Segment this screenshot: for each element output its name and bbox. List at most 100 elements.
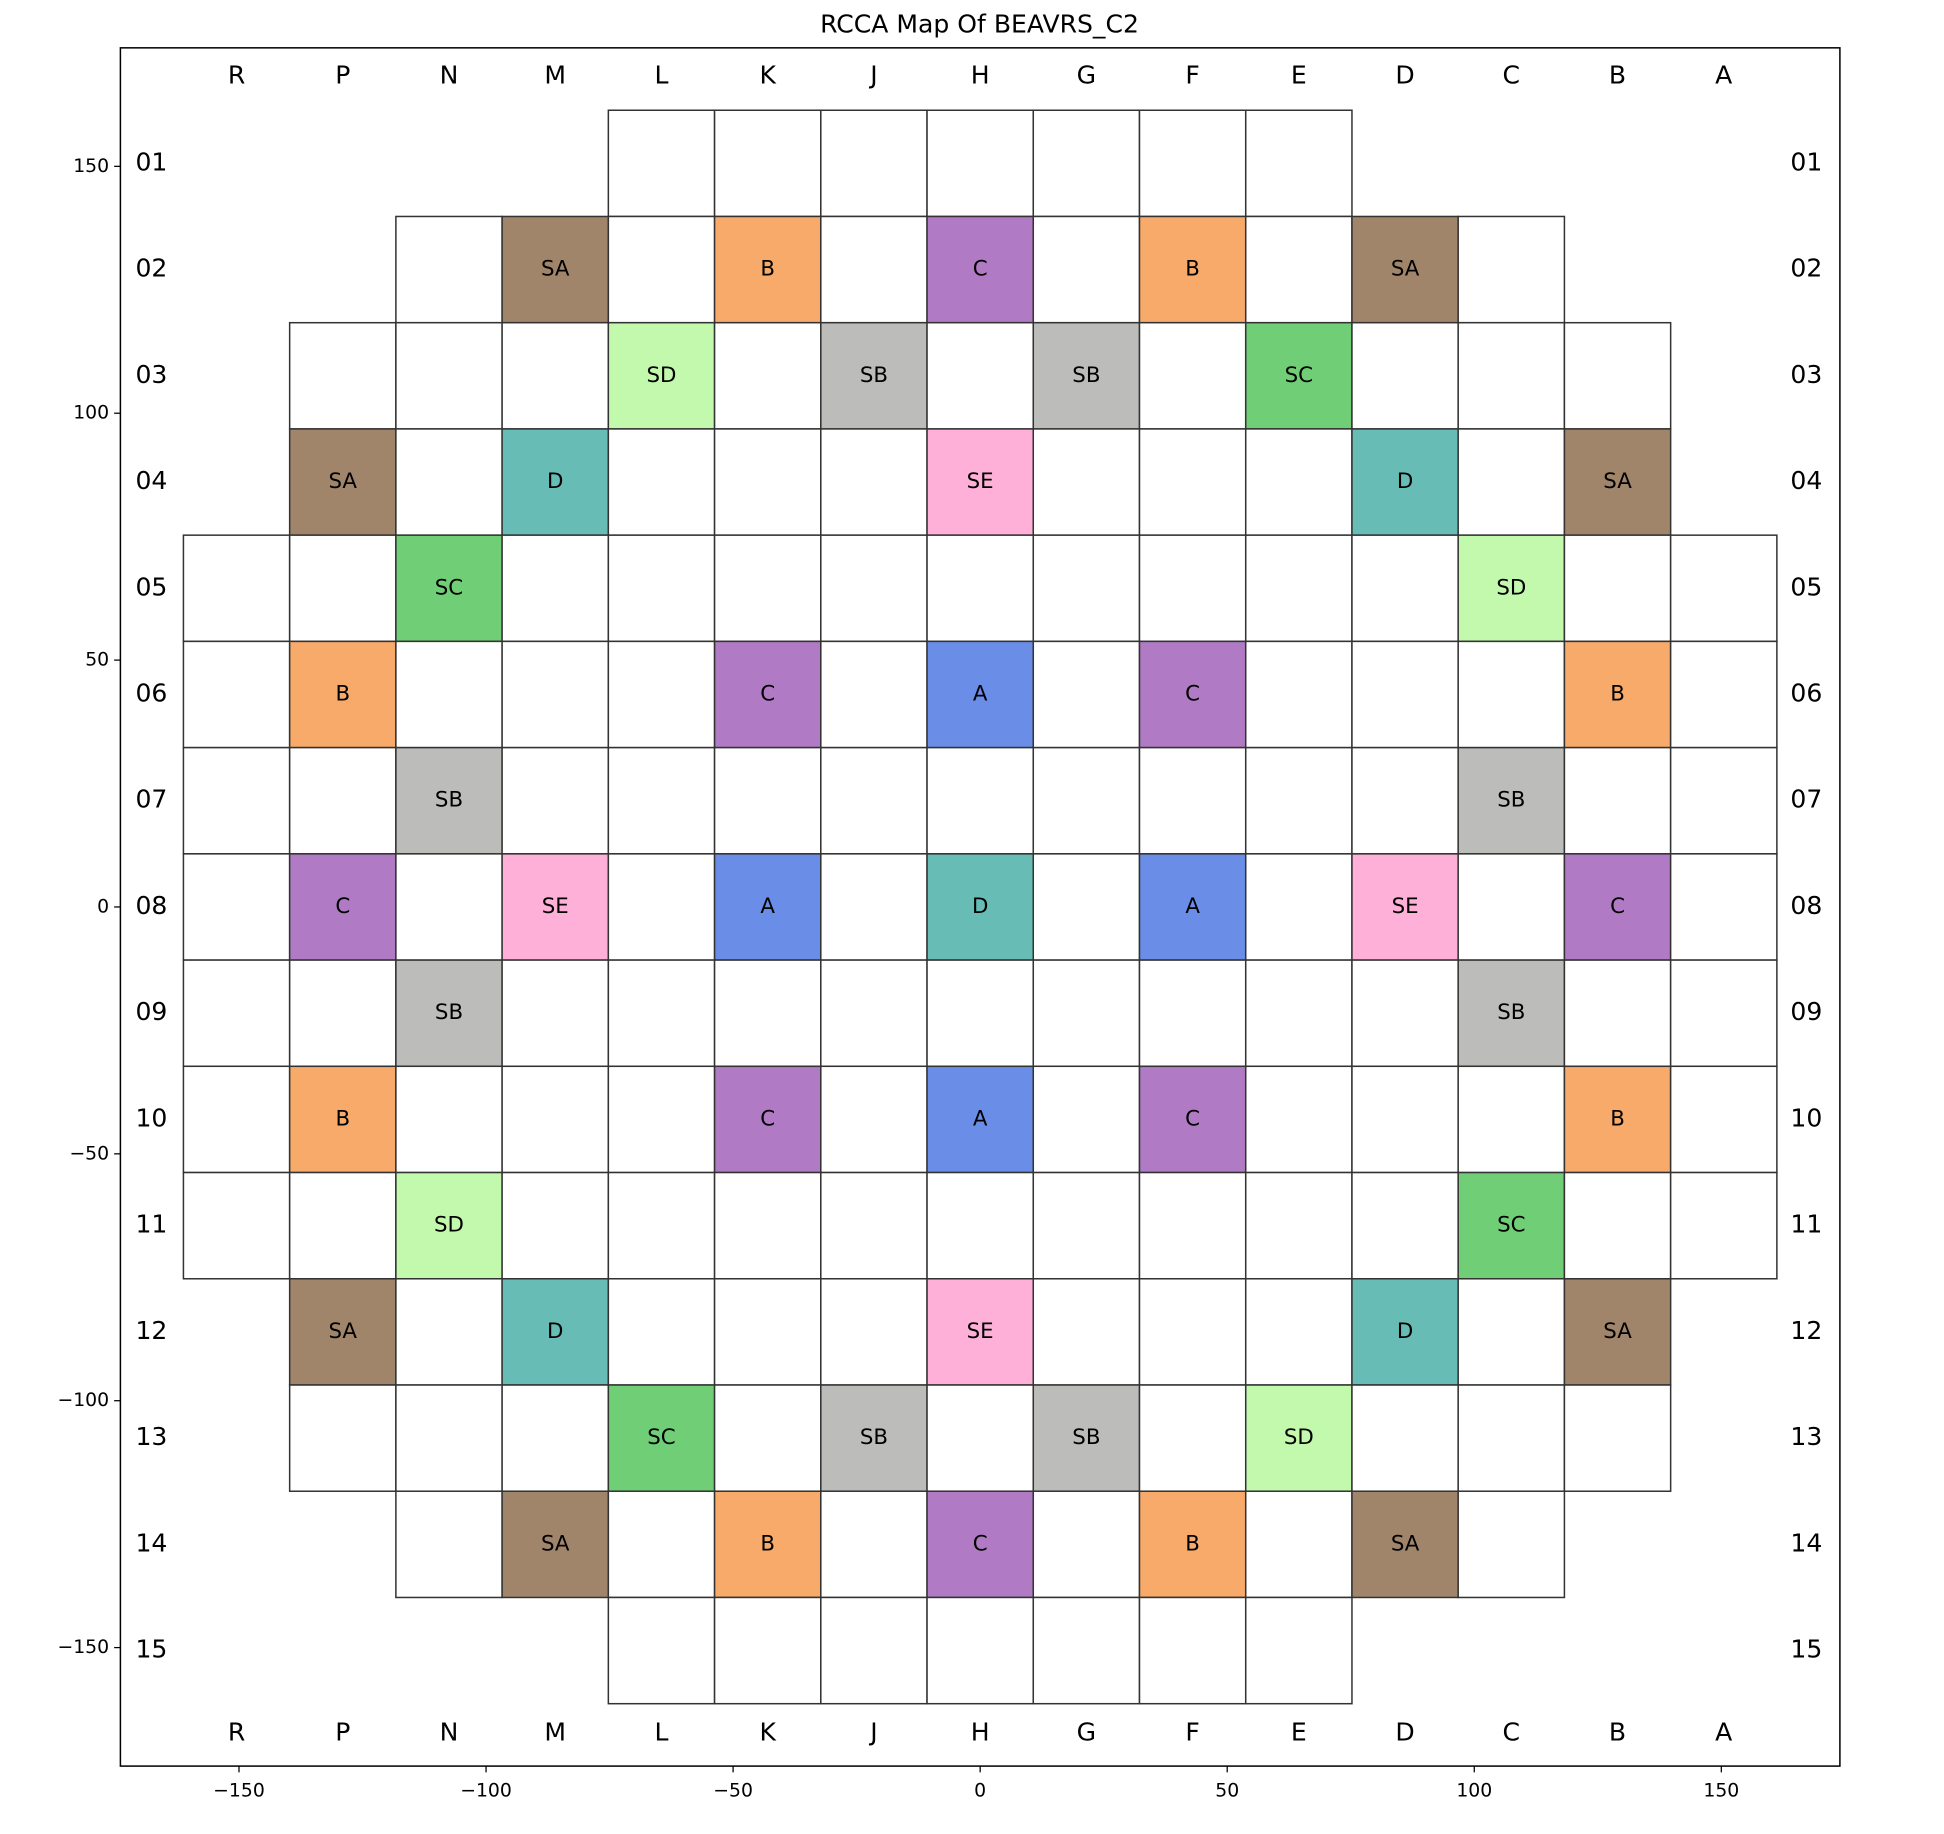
rcca-cell [1457, 534, 1566, 643]
assembly-cell [1032, 1278, 1141, 1386]
column-label: M [544, 1717, 566, 1746]
assembly-cell [926, 959, 1035, 1068]
assembly-cell [926, 109, 1035, 218]
bank-label: SB [860, 1425, 888, 1450]
bank-label: SD [434, 1213, 464, 1238]
assembly-cell [1244, 959, 1353, 1068]
bank-label: A [760, 894, 775, 919]
assembly-cell [1563, 321, 1672, 430]
row-label: 09 [1790, 997, 1822, 1026]
assembly-cell [182, 1065, 291, 1174]
bank-label: D [547, 469, 563, 494]
assembly-cell [1563, 959, 1672, 1068]
assembly-cell [182, 1171, 291, 1280]
rcca-cell [501, 215, 610, 324]
assembly-cell [713, 1596, 822, 1705]
assembly-cell [820, 959, 928, 1068]
assembly-cell [1244, 215, 1353, 324]
assembly-cell [820, 428, 928, 536]
bank-label: SE [542, 894, 569, 919]
column-label: F [1185, 61, 1199, 90]
assembly-cell [395, 1490, 503, 1599]
assembly-cell [1563, 1171, 1672, 1280]
assembly-cell [501, 1171, 610, 1280]
bank-label: C [760, 682, 775, 707]
rcca-cell [820, 1384, 928, 1492]
row-label: 02 [1790, 254, 1822, 283]
row-label: 01 [1790, 147, 1822, 176]
assembly-cell [820, 109, 928, 218]
row-label: 07 [135, 785, 167, 814]
assembly-cell [395, 1384, 503, 1492]
bank-label: SC [1497, 1213, 1525, 1238]
row-label: 06 [135, 679, 167, 708]
assembly-cell [1457, 321, 1566, 430]
assembly-cell [1457, 1384, 1566, 1492]
assembly-cell [1138, 1278, 1247, 1386]
rcca-cell [1138, 1490, 1247, 1599]
bank-label: C [1185, 682, 1200, 707]
column-label: A [1715, 61, 1732, 90]
row-label: 03 [135, 360, 167, 389]
bank-label: B [1610, 682, 1625, 707]
rcca-cell [1457, 1171, 1566, 1280]
column-label: R [228, 1717, 245, 1746]
assembly-cell [1457, 215, 1566, 324]
assembly-cell [501, 1384, 610, 1492]
rcca-cell [1351, 428, 1459, 536]
assembly-cell [926, 1596, 1035, 1705]
assembly-cell [1244, 746, 1353, 855]
bank-label: SB [1072, 363, 1100, 388]
assembly-cell [1457, 1065, 1566, 1174]
bank-label: B [1185, 257, 1200, 282]
bank-label: C [973, 1531, 988, 1556]
assembly-cell [501, 321, 610, 430]
assembly-cell [1351, 746, 1459, 855]
assembly-cell [1351, 959, 1459, 1068]
assembly-cell [820, 640, 928, 749]
assembly-cell [1244, 1490, 1353, 1599]
row-label: 10 [135, 1103, 167, 1132]
assembly-cell [1669, 640, 1778, 749]
assembly-cell [395, 853, 503, 961]
rcca-cell [713, 640, 822, 749]
assembly-cell [1244, 109, 1353, 218]
y-tick-label: −150 [57, 1637, 109, 1658]
assembly-cell [1032, 1065, 1141, 1174]
assembly-cell [288, 746, 397, 855]
rcca-cell [607, 1384, 716, 1492]
assembly-cell [607, 215, 716, 324]
assembly-cell [1032, 1171, 1141, 1280]
assembly-cell [1032, 215, 1141, 324]
assembly-cell [182, 746, 291, 855]
row-label: 13 [1790, 1422, 1822, 1451]
bank-label: SD [1496, 575, 1526, 600]
assembly-cell [395, 1278, 503, 1386]
assembly-cell [1244, 1171, 1353, 1280]
row-label: 10 [1790, 1103, 1822, 1132]
y-tick-label: −50 [69, 1143, 109, 1164]
assembly-cell [1032, 853, 1141, 961]
assembly-cell [1669, 959, 1778, 1068]
bank-label: SA [1391, 1531, 1420, 1556]
assembly-cell [713, 1278, 822, 1386]
bank-label: B [1610, 1106, 1625, 1131]
rcca-cell [1138, 1065, 1247, 1174]
row-label: 13 [135, 1422, 167, 1451]
column-label: D [1395, 61, 1414, 90]
assembly-cell [820, 215, 928, 324]
assembly-cell [1244, 428, 1353, 536]
assembly-cell [1244, 640, 1353, 749]
column-label: L [654, 1717, 668, 1746]
row-label: 15 [135, 1635, 167, 1664]
rcca-cell [1563, 640, 1672, 749]
assembly-cell [395, 428, 503, 536]
bank-label: SE [967, 1319, 994, 1344]
x-tick-label: −50 [713, 1781, 753, 1802]
assembly-cell [501, 746, 610, 855]
rcca-cell [1351, 853, 1459, 961]
bank-label: C [760, 1106, 775, 1131]
column-label: K [759, 1717, 776, 1746]
assembly-cell [1138, 109, 1247, 218]
bank-label: A [973, 1106, 988, 1131]
